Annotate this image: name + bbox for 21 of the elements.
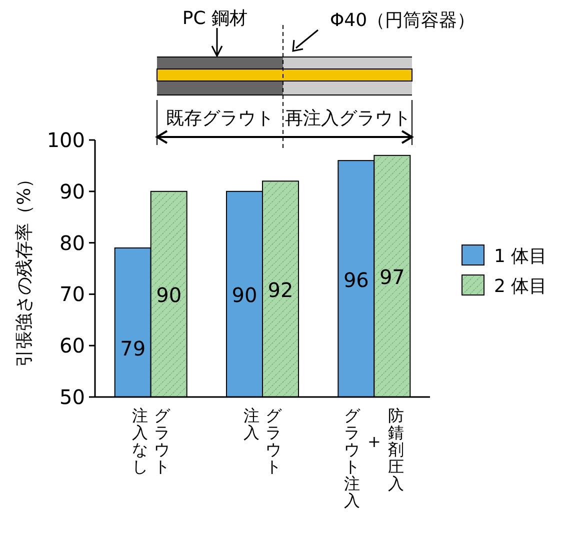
y-tick-label: 60 [60, 334, 85, 358]
legend-label: 2 体目 [494, 276, 548, 297]
y-tick-label: 80 [60, 230, 85, 255]
y-tick-label: 70 [60, 282, 85, 306]
y-axis-title: 引張強さの残存率（%） [14, 170, 35, 368]
data-label: 96 [343, 268, 369, 292]
category-label: 注入なしグラウト [132, 406, 170, 476]
data-label: 79 [120, 336, 146, 360]
y-tick-label: 90 [60, 179, 85, 204]
text: 再注入グラウト [285, 108, 411, 129]
text: PC 鋼材 [182, 8, 248, 29]
data-label: 90 [232, 283, 258, 308]
data-label: 97 [379, 265, 405, 290]
data-label: 90 [156, 283, 182, 308]
text: Φ40（円筒容器） [330, 10, 476, 31]
text: 既存グラウト [166, 108, 274, 129]
legend-label: 1 体目 [494, 246, 548, 267]
y-tick-label: 50 [60, 385, 85, 409]
data-label: 92 [268, 278, 294, 302]
y-tick-label: 100 [46, 128, 85, 152]
x-tick-label: 注入グラウト [244, 406, 282, 476]
